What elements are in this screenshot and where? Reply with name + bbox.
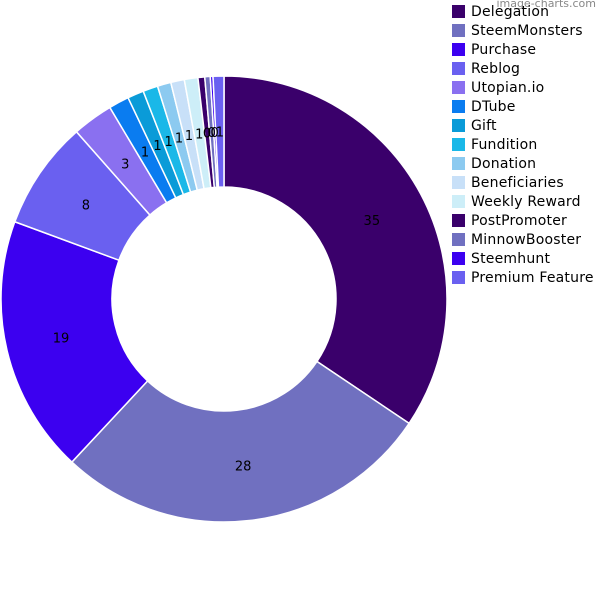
legend-label: Reblog: [471, 60, 521, 77]
legend-label: DTube: [471, 98, 516, 115]
legend-item: PostPromoter: [452, 211, 594, 230]
legend-item: Gift: [452, 116, 594, 135]
legend-swatch: [452, 5, 465, 18]
legend-label: Delegation: [471, 3, 550, 20]
legend-item: Weekly Reward: [452, 192, 594, 211]
slice-label: 0: [211, 126, 219, 141]
legend-item: Premium Feature: [452, 268, 594, 287]
slice-steemmonsters: [70, 360, 411, 523]
slice-label: 0: [203, 126, 211, 141]
legend-item: Donation: [452, 154, 594, 173]
slice-label: 35: [364, 214, 381, 229]
legend-item: Fundition: [452, 135, 594, 154]
legend-swatch: [452, 119, 465, 132]
legend-swatch: [452, 138, 465, 151]
legend-item: Beneficiaries: [452, 173, 594, 192]
legend-label: Weekly Reward: [471, 193, 581, 210]
legend-swatch: [452, 233, 465, 246]
legend-item: Purchase: [452, 40, 594, 59]
donut-slices: [0, 75, 448, 523]
legend-item: Delegation: [452, 2, 594, 21]
legend-swatch: [452, 24, 465, 37]
legend-swatch: [452, 195, 465, 208]
legend-label: Fundition: [471, 136, 538, 153]
legend: Delegation SteemMonsters Purchase Reblog Uto…: [452, 2, 594, 287]
legend-item: SteemMonsters: [452, 21, 594, 40]
legend-swatch: [452, 81, 465, 94]
legend-label: SteemMonsters: [471, 22, 583, 39]
legend-swatch: [452, 271, 465, 284]
legend-item: DTube: [452, 97, 594, 116]
legend-swatch: [452, 176, 465, 189]
legend-item: MinnowBooster: [452, 230, 594, 249]
legend-label: MinnowBooster: [471, 231, 582, 248]
slice-label: 0: [207, 126, 215, 141]
legend-label: Gift: [471, 117, 497, 134]
slice-purchase: [0, 220, 149, 464]
slice-label: 1: [216, 126, 224, 141]
slice-label: 3: [121, 158, 129, 173]
legend-item: Steemhunt: [452, 249, 594, 268]
slice-label: 1: [141, 145, 149, 160]
slice-premium-feature: [212, 75, 225, 188]
slice-label: 8: [82, 198, 90, 213]
legend-swatch: [452, 43, 465, 56]
legend-swatch: [452, 214, 465, 227]
slice-label: 28: [235, 459, 252, 474]
watermark: image-charts.com: [496, 0, 596, 10]
legend-label: Premium Feature: [471, 269, 594, 286]
legend-swatch: [452, 157, 465, 170]
slice-label: 1: [195, 127, 203, 142]
legend-label: Beneficiaries: [471, 174, 564, 191]
slice-label: 1: [153, 139, 161, 154]
slice-label: 1: [165, 135, 173, 150]
legend-item: Utopian.io: [452, 78, 594, 97]
legend-label: Steemhunt: [471, 250, 551, 267]
slice-label: 1: [185, 129, 193, 144]
slice-delegation: [223, 75, 448, 425]
legend-swatch: [452, 62, 465, 75]
legend-item: Reblog: [452, 59, 594, 78]
legend-label: Utopian.io: [471, 79, 545, 96]
slice-label: 1: [175, 132, 183, 147]
legend-label: Donation: [471, 155, 537, 172]
legend-swatch: [452, 100, 465, 113]
legend-label: PostPromoter: [471, 212, 567, 229]
legend-swatch: [452, 252, 465, 265]
legend-label: Purchase: [471, 41, 537, 58]
slice-label: 19: [53, 332, 70, 347]
